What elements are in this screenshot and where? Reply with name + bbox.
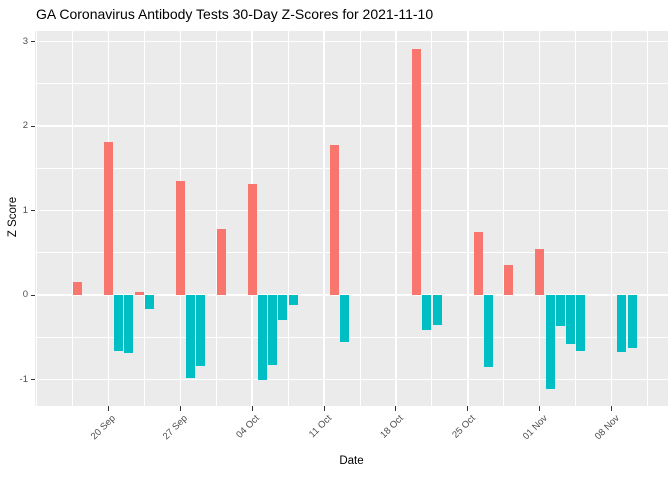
bar <box>432 295 442 325</box>
y-tick-mark <box>30 294 35 296</box>
bar <box>504 264 514 295</box>
x-tick-label: 08 Nov <box>592 413 622 443</box>
gridline-minor <box>35 252 668 254</box>
gridline-major <box>35 31 38 406</box>
x-tick-label: 01 Nov <box>520 413 550 443</box>
bar <box>288 295 298 306</box>
x-tick-mark <box>467 406 469 411</box>
bar <box>144 295 154 310</box>
bar <box>175 180 185 295</box>
bar <box>268 295 278 366</box>
x-tick-mark <box>251 406 253 411</box>
gridline-major <box>35 125 668 127</box>
bar <box>196 295 206 366</box>
chart-title: GA Coronavirus Antibody Tests 30-Day Z-S… <box>36 6 434 22</box>
y-tick-label: -1 <box>19 373 28 385</box>
bar <box>124 295 134 354</box>
bar <box>566 295 576 344</box>
bar <box>411 49 421 295</box>
y-axis-title: Z Score <box>7 196 19 238</box>
gridline-major <box>35 378 668 381</box>
gridline-minor <box>143 31 145 406</box>
bar <box>555 295 565 327</box>
bar <box>72 282 82 295</box>
gridline-minor <box>35 167 668 169</box>
bar <box>473 232 483 295</box>
x-tick-label: 27 Sep <box>160 413 190 443</box>
x-tick-mark <box>539 406 541 411</box>
bar <box>340 295 350 343</box>
gridline-major <box>35 294 668 296</box>
bar <box>103 142 113 295</box>
y-tick-mark <box>30 125 35 127</box>
gridline-minor <box>215 31 217 406</box>
bar <box>627 295 637 349</box>
x-tick-mark <box>395 406 397 411</box>
y-tick-label: 3 <box>22 35 28 47</box>
y-tick-mark <box>30 41 35 42</box>
bar <box>114 295 124 351</box>
gridline-minor <box>71 31 73 406</box>
bar <box>216 229 226 295</box>
x-tick-label: 20 Sep <box>89 413 119 443</box>
x-tick-label: 18 Oct <box>378 413 406 441</box>
bar <box>257 295 267 381</box>
x-tick-mark <box>179 406 181 411</box>
gridline-minor <box>575 31 577 406</box>
gridline-major <box>467 31 469 406</box>
x-tick-label: 25 Oct <box>450 413 478 441</box>
bar <box>535 249 545 295</box>
bar <box>185 295 195 378</box>
x-tick-mark <box>323 406 325 411</box>
bar <box>545 295 555 389</box>
bar <box>617 295 627 352</box>
x-tick-mark <box>107 406 109 411</box>
gridline-major <box>395 31 397 406</box>
gridline-minor <box>503 31 505 406</box>
y-tick-label: 0 <box>22 289 28 300</box>
x-tick-mark <box>611 406 613 411</box>
bar <box>576 295 586 351</box>
x-axis-title: Date <box>339 455 364 467</box>
bar <box>134 291 144 295</box>
bar <box>422 295 432 330</box>
y-tick-mark <box>30 379 35 380</box>
gridline-minor <box>287 31 289 406</box>
plot-panel <box>35 31 668 406</box>
bar <box>483 295 493 367</box>
gridline-major <box>35 209 668 212</box>
gridline-major <box>35 40 668 43</box>
y-tick-label: 2 <box>22 120 28 131</box>
y-tick-mark <box>30 210 35 211</box>
gridline-major <box>539 31 541 406</box>
gridline-minor <box>35 83 668 85</box>
gridline-major <box>610 31 613 406</box>
gridline-major <box>323 31 325 406</box>
gridline-minor <box>359 31 361 406</box>
gridline-minor <box>431 31 433 406</box>
x-tick-label: 04 Oct <box>234 413 262 441</box>
x-tick-label: 11 Oct <box>306 413 334 441</box>
bar <box>329 144 339 295</box>
gridline-minor <box>35 336 668 338</box>
bar <box>247 184 257 295</box>
y-tick-label: 1 <box>22 204 28 216</box>
bar <box>278 295 288 320</box>
gridline-minor <box>647 31 649 406</box>
